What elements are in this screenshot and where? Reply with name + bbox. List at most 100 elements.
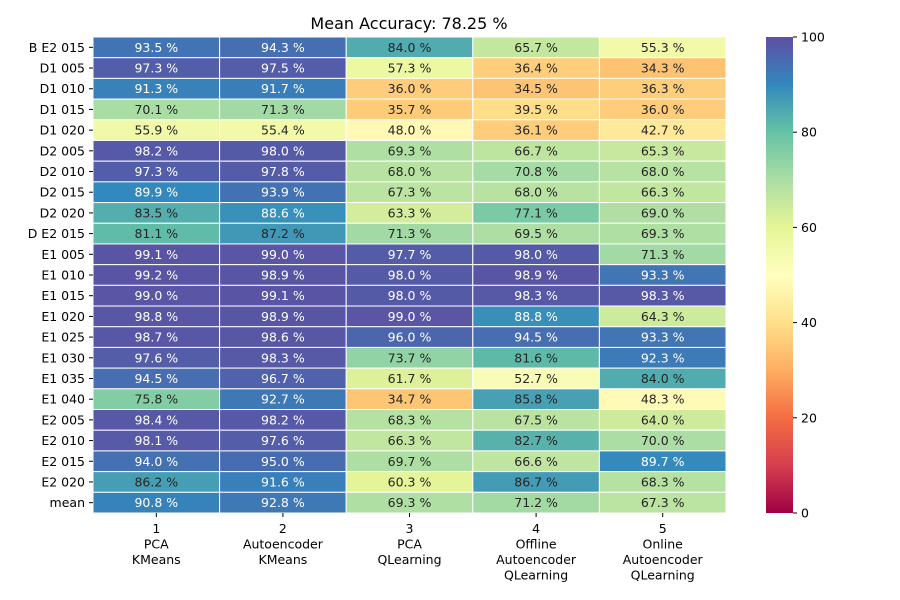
cell-value-label: 69.5 %: [514, 226, 558, 241]
cell-value-label: 81.6 %: [514, 350, 558, 365]
cell-value-label: 48.3 %: [641, 392, 685, 407]
cell-value-label: 69.3 %: [388, 143, 432, 158]
cell-value-label: 86.2 %: [134, 474, 178, 489]
cell-value-label: 88.6 %: [261, 205, 305, 220]
cell-value-label: 98.0 %: [261, 143, 305, 158]
cell-value-label: 64.3 %: [641, 309, 685, 324]
cell-value-label: 39.5 %: [514, 102, 558, 117]
cell-value-label: 91.6 %: [261, 474, 305, 489]
cell-value-label: 36.0 %: [388, 81, 432, 96]
cell-value-label: 95.0 %: [261, 454, 305, 469]
cell-value-label: 91.7 %: [261, 81, 305, 96]
cell-value-label: 36.0 %: [641, 102, 685, 117]
cell-value-label: 68.0 %: [641, 164, 685, 179]
column-label: QLearning: [377, 552, 441, 567]
cell-value-label: 73.7 %: [388, 350, 432, 365]
cell-value-label: 97.5 %: [261, 61, 305, 76]
cell-value-label: 67.5 %: [514, 412, 558, 427]
cell-value-label: 36.1 %: [514, 123, 558, 138]
column-label: PCA: [144, 537, 169, 552]
cell-value-label: 68.0 %: [514, 185, 558, 200]
cell-value-label: 52.7 %: [514, 371, 558, 386]
heatmap-cells: 93.5 % 94.3 % 84.0 % 65.7 % 55.3 % 97.3 % 97.5…: [92, 36, 727, 514]
cell-value-label: 75.8 %: [134, 392, 178, 407]
column-label: Offline: [516, 537, 557, 552]
cell-value-label: 93.3 %: [641, 330, 685, 345]
cell-value-label: 99.1 %: [261, 288, 305, 303]
cell-value-label: 97.7 %: [388, 247, 432, 262]
cell-value-label: 63.3 %: [388, 205, 432, 220]
column-label: Autoencoder: [623, 552, 704, 567]
column-label: 4: [532, 521, 540, 536]
cell-value-label: 66.3 %: [641, 185, 685, 200]
cell-value-label: 67.3 %: [388, 185, 432, 200]
cell-value-label: 98.4 %: [134, 412, 178, 427]
cell-value-label: 42.7 %: [641, 123, 685, 138]
cell-value-label: 93.3 %: [641, 268, 685, 283]
cell-value-label: 48.0 %: [388, 123, 432, 138]
cell-value-label: 71.3 %: [261, 102, 305, 117]
cell-value-label: 92.7 %: [261, 392, 305, 407]
row-label: E1 025: [41, 330, 85, 345]
cell-value-label: 97.8 %: [261, 164, 305, 179]
row-label: D2 015: [40, 185, 85, 200]
cell-value-label: 55.9 %: [134, 123, 178, 138]
cell-value-label: 97.3 %: [134, 164, 178, 179]
cell-value-label: 71.2 %: [514, 495, 558, 510]
cell-value-label: 98.2 %: [261, 412, 305, 427]
cell-value-label: 98.1 %: [134, 433, 178, 448]
row-label: E1 035: [41, 371, 85, 386]
row-label: E1 020: [41, 309, 85, 324]
row-label: D2 005: [40, 143, 85, 158]
cell-value-label: 61.7 %: [388, 371, 432, 386]
cell-value-label: 98.0 %: [388, 288, 432, 303]
cell-value-label: 98.0 %: [388, 268, 432, 283]
cell-value-label: 99.1 %: [134, 247, 178, 262]
cell-value-label: 86.7 %: [514, 474, 558, 489]
cell-value-label: 87.2 %: [261, 226, 305, 241]
cell-value-label: 67.3 %: [641, 495, 685, 510]
cell-value-label: 94.3 %: [261, 40, 305, 55]
column-label: Autoencoder: [496, 552, 577, 567]
cell-value-label: 98.3 %: [261, 350, 305, 365]
cell-value-label: 97.3 %: [134, 61, 178, 76]
column-label: PCA: [397, 537, 422, 552]
cell-value-label: 97.6 %: [134, 350, 178, 365]
cell-value-label: 93.5 %: [134, 40, 178, 55]
cell-value-label: 92.3 %: [641, 350, 685, 365]
cell-value-label: 94.5 %: [134, 371, 178, 386]
row-label: mean: [50, 495, 85, 510]
row-labels: B E2 015 D1 005 D1 010 D1 015 D1 020 D2 005 D2…: [28, 40, 93, 510]
cell-value-label: 96.0 %: [388, 330, 432, 345]
colorbar-tick-label: 0: [801, 506, 809, 521]
cell-value-label: 98.3 %: [514, 288, 558, 303]
row-label: E2 020: [41, 474, 85, 489]
cell-value-label: 89.9 %: [134, 185, 178, 200]
cell-value-label: 36.3 %: [641, 81, 685, 96]
cell-value-label: 88.8 %: [514, 309, 558, 324]
cell-value-label: 66.7 %: [514, 143, 558, 158]
colorbar-tick-label: 80: [801, 125, 817, 140]
cell-value-label: 98.9 %: [514, 268, 558, 283]
column-label: Autoencoder: [243, 537, 324, 552]
cell-value-label: 99.0 %: [388, 309, 432, 324]
cell-value-label: 84.0 %: [388, 40, 432, 55]
cell-value-label: 91.3 %: [134, 81, 178, 96]
cell-value-label: 35.7 %: [388, 102, 432, 117]
row-label: E1 030: [41, 350, 85, 365]
cell-value-label: 98.7 %: [134, 330, 178, 345]
colorbar-gradient: [766, 37, 793, 513]
cell-value-label: 68.3 %: [641, 474, 685, 489]
column-label: KMeans: [259, 552, 308, 567]
column-label: 1: [152, 521, 160, 536]
cell-value-label: 70.1 %: [134, 102, 178, 117]
row-label: D2 020: [40, 205, 85, 220]
column-label: QLearning: [631, 568, 695, 583]
cell-value-label: 69.3 %: [388, 495, 432, 510]
cell-value-label: 70.0 %: [641, 433, 685, 448]
cell-value-label: 65.3 %: [641, 143, 685, 158]
cell-value-label: 71.3 %: [641, 247, 685, 262]
cell-value-label: 66.3 %: [388, 433, 432, 448]
cell-value-label: 99.2 %: [134, 268, 178, 283]
cell-value-label: 55.4 %: [261, 123, 305, 138]
